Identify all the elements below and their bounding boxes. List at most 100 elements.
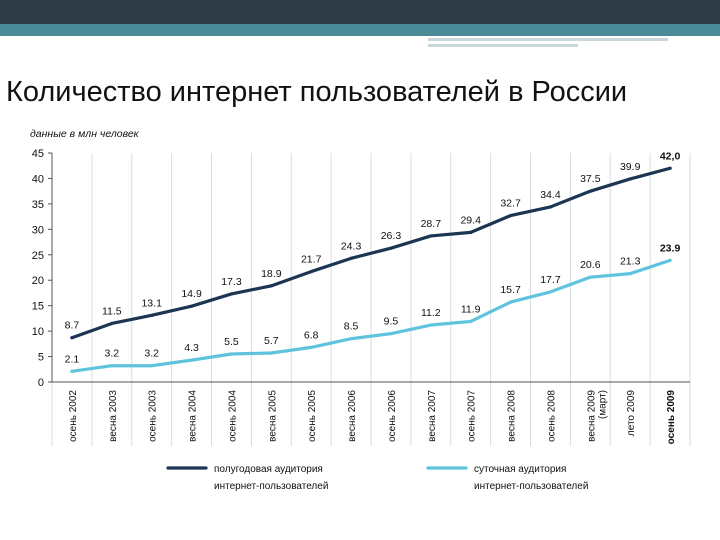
data-point <box>269 351 273 355</box>
data-point <box>349 337 353 341</box>
data-label: 2.1 <box>65 353 80 365</box>
data-label: 39.9 <box>620 161 641 173</box>
data-label: 3.2 <box>105 348 120 360</box>
data-label: 14.9 <box>181 288 202 300</box>
chart-legend: полугодовая аудитория интернет-пользовате… <box>166 464 588 492</box>
data-label: 3.2 <box>144 348 159 360</box>
page-title: Количество интернет пользователей в Росс… <box>6 76 628 108</box>
x-tick-label: осень 2007 <box>467 390 478 442</box>
data-point <box>150 364 154 368</box>
data-label: 21.7 <box>301 254 322 266</box>
y-tick-label: 10 <box>32 326 44 338</box>
data-label: 42,0 <box>660 150 681 162</box>
data-label: 34.4 <box>540 189 561 201</box>
data-point <box>548 290 553 294</box>
series-line-1 <box>70 258 672 373</box>
data-point <box>508 213 513 218</box>
y-tick-label: 15 <box>32 301 44 313</box>
x-tick-label: весна 2003 <box>108 390 119 442</box>
x-tick-label: осень 2003 <box>148 390 159 442</box>
x-tick-label: весна 2005 <box>267 390 278 442</box>
data-point <box>110 321 114 326</box>
y-tick-label: 45 <box>32 148 44 160</box>
legend-label: интернет-пользователей <box>474 481 588 492</box>
x-tick-label: осень 2006 <box>387 390 398 442</box>
data-point <box>189 358 194 362</box>
data-label: 28.7 <box>421 218 442 230</box>
data-label: 8.5 <box>344 321 359 333</box>
data-label: 17.7 <box>540 274 561 286</box>
data-point <box>349 256 353 260</box>
y-tick-label: 35 <box>32 199 44 211</box>
data-point <box>389 246 393 250</box>
accent-line <box>428 38 668 41</box>
chart-grid <box>51 153 691 446</box>
data-label: 29.4 <box>460 214 481 226</box>
x-tick-label: осень 2002 <box>68 390 79 442</box>
data-label: 23.9 <box>660 242 681 254</box>
data-label: 11.5 <box>102 305 122 317</box>
x-tick-label: осень 2008 <box>546 390 557 442</box>
data-label: 26.3 <box>381 230 402 242</box>
chart-axes: 0 5 10 15 20 25 30 35 40 45 осень 2002 весна 2003 ос… <box>32 148 690 444</box>
data-point <box>189 304 194 308</box>
chart-data-labels: 8.7 11.5 13.1 14.9 17.3 18.9 21.7 24.3 26.3 28.7 2… <box>65 150 681 365</box>
x-tick-label: весна 2004 <box>188 390 199 442</box>
data-label: 11.2 <box>421 307 441 319</box>
x-tick-label: (март) <box>597 390 608 419</box>
data-label: 24.3 <box>341 240 362 252</box>
data-point <box>150 313 154 317</box>
data-point <box>229 292 234 296</box>
data-label: 21.3 <box>620 256 641 268</box>
data-label: 37.5 <box>580 173 601 185</box>
data-point <box>309 269 313 274</box>
data-point <box>628 177 632 181</box>
legend-label: полугодовая аудитория <box>214 464 323 475</box>
y-tick-label: 30 <box>32 224 44 236</box>
data-label: 5.7 <box>264 335 279 347</box>
data-label: 5.5 <box>224 336 239 348</box>
y-tick-label: 25 <box>32 250 44 262</box>
slide-top-bar <box>0 0 720 24</box>
data-label: 18.9 <box>261 268 282 280</box>
data-point <box>469 319 473 324</box>
data-point <box>70 336 74 340</box>
data-label: 8.7 <box>65 320 80 332</box>
x-tick-label: весна 2009 <box>586 390 597 442</box>
data-point <box>429 323 433 327</box>
data-label: 6.8 <box>304 329 319 341</box>
data-point <box>429 234 433 238</box>
x-tick-label: осень 2009 <box>666 390 677 445</box>
x-tick-label: осень 2005 <box>307 390 318 442</box>
data-label: 9.5 <box>384 316 399 328</box>
data-point <box>469 230 473 234</box>
x-tick-label: осень 2004 <box>227 390 238 442</box>
data-point <box>588 189 592 193</box>
data-point <box>588 275 592 279</box>
series-line-0 <box>70 166 672 340</box>
data-point <box>668 258 672 262</box>
x-tick-label: весна 2006 <box>347 390 358 442</box>
data-label: 17.3 <box>221 276 242 288</box>
data-label: 20.6 <box>580 259 601 271</box>
y-tick-label: 20 <box>32 275 44 287</box>
data-point <box>70 369 74 373</box>
chart-subtitle: данные в млн человек <box>30 128 140 140</box>
data-point <box>229 352 234 356</box>
legend-label: суточная аудитория <box>474 464 566 475</box>
x-tick-label: весна 2007 <box>427 390 438 442</box>
slide-accent-bar <box>0 24 720 36</box>
data-point <box>508 300 513 304</box>
accent-line <box>428 44 578 47</box>
x-tick-label: весна 2008 <box>507 390 518 442</box>
chart-series <box>70 166 672 373</box>
data-point <box>309 345 313 349</box>
legend-label: интернет-пользователей <box>214 481 328 492</box>
y-tick-label: 40 <box>32 173 44 185</box>
data-point <box>110 364 114 368</box>
data-label: 32.7 <box>500 198 521 210</box>
data-point <box>548 205 553 209</box>
y-tick-label: 0 <box>38 377 44 389</box>
y-tick-label: 5 <box>38 352 44 364</box>
